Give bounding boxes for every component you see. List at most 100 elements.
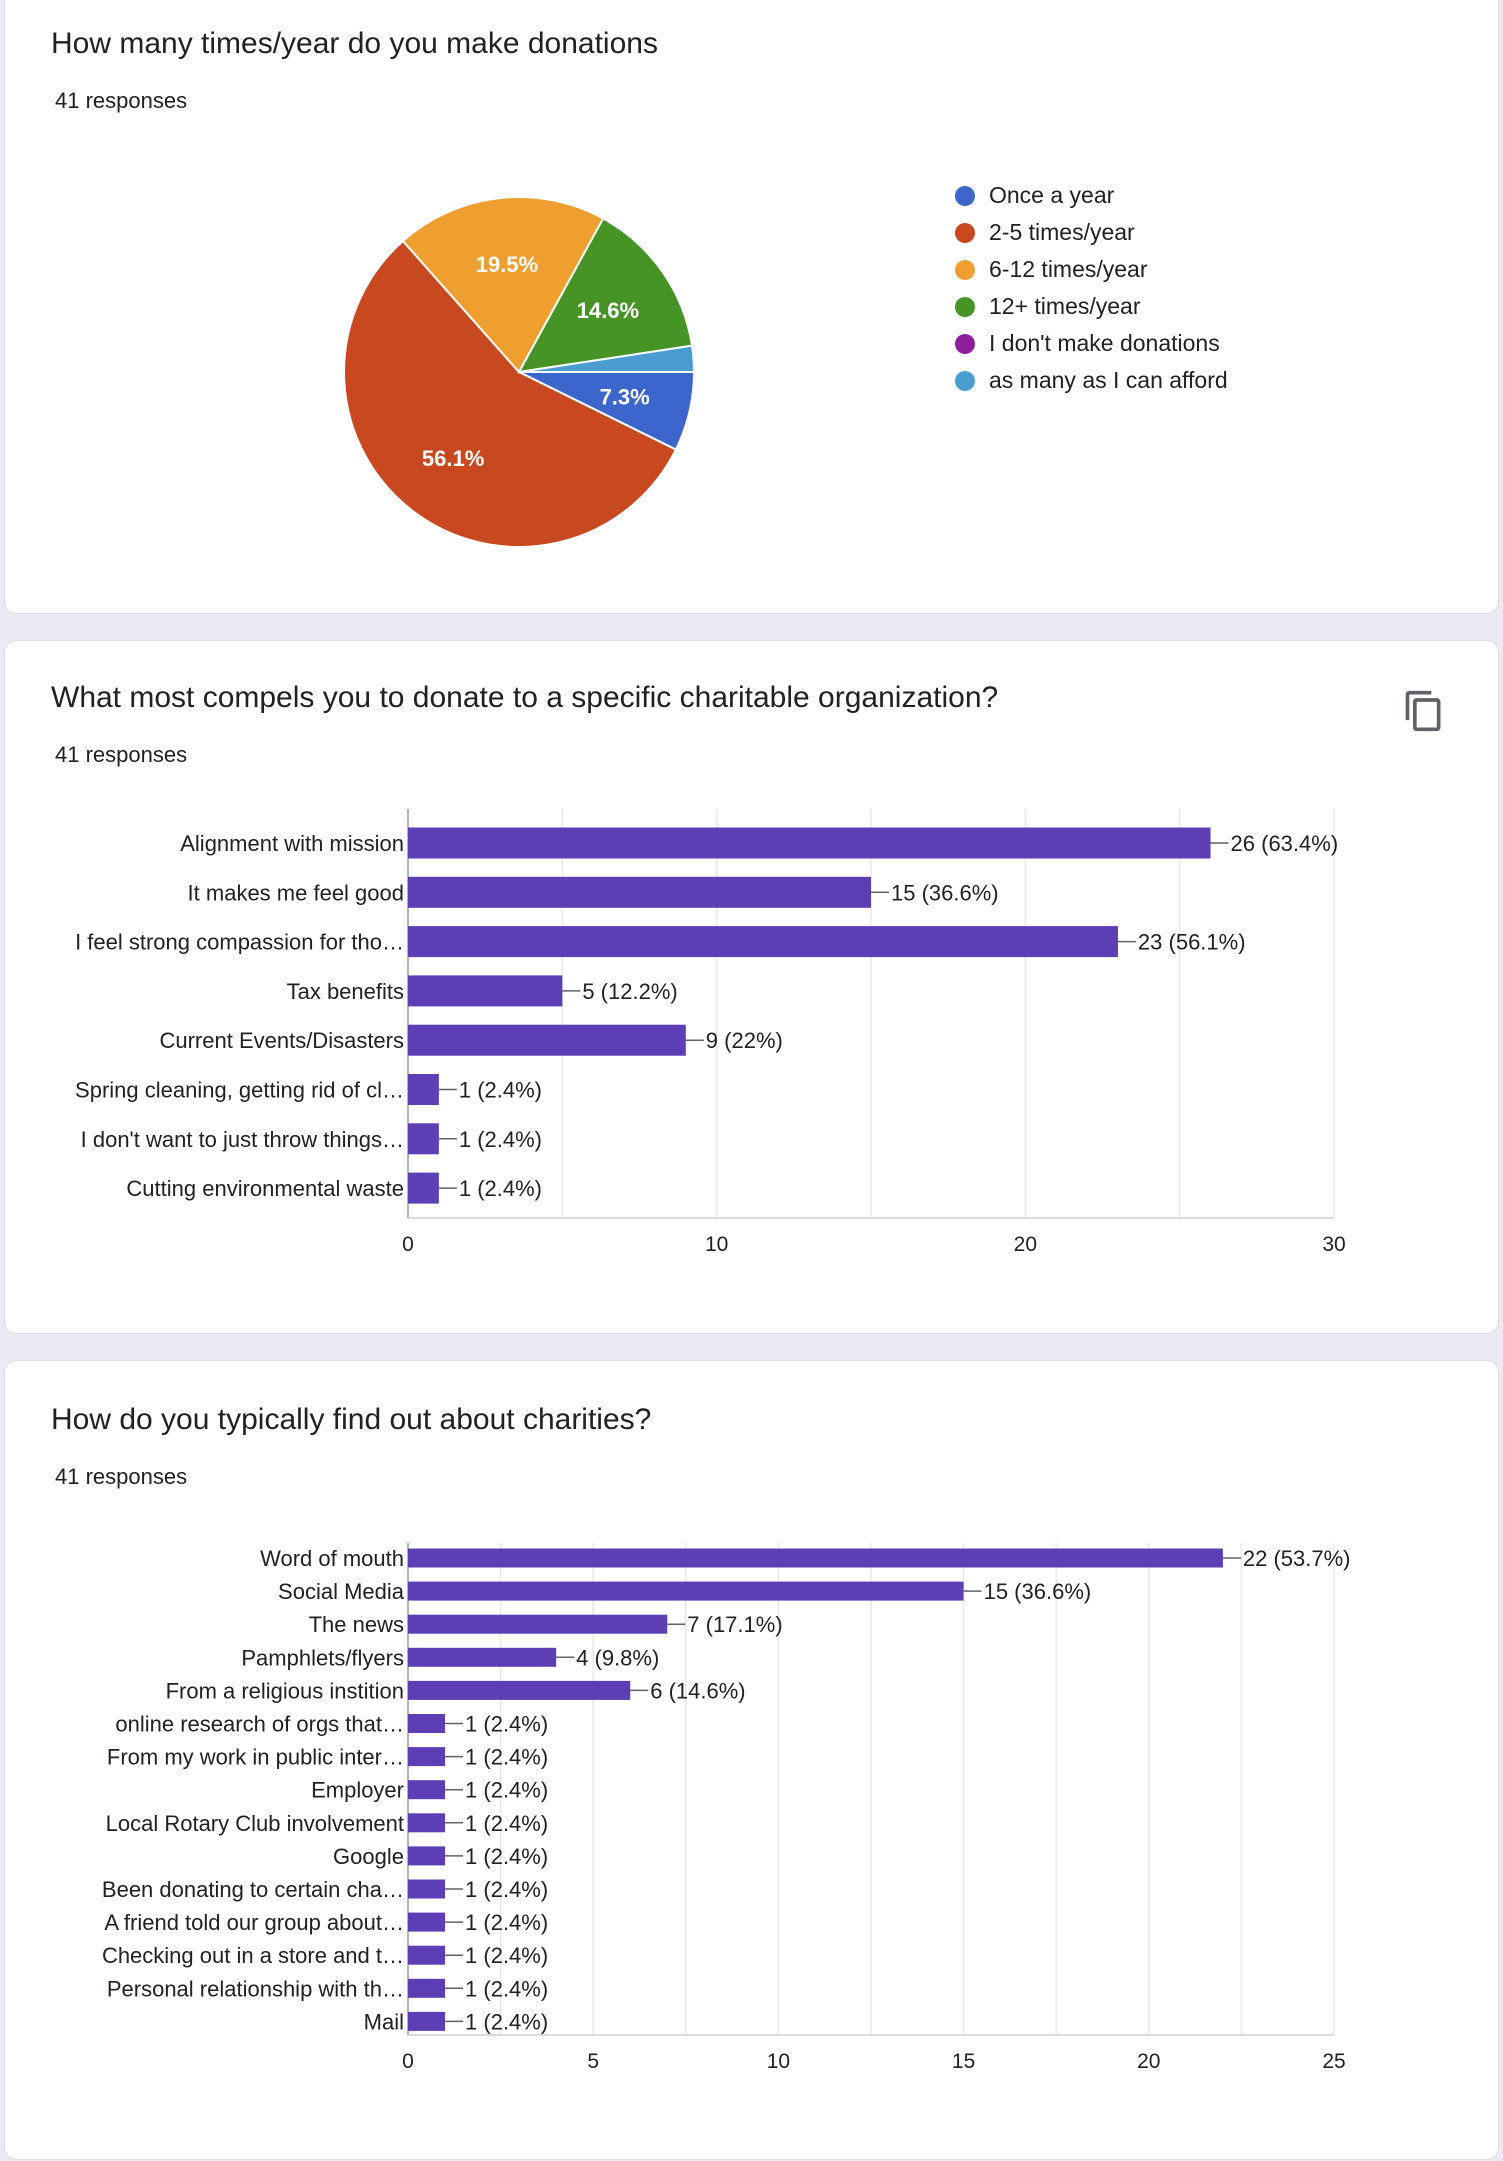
bar-data-label: 15 (36.6%): [891, 880, 999, 905]
legend-item-6-12-times-year[interactable]: 6-12 times/year: [955, 251, 1228, 288]
legend-color-swatch: [955, 222, 975, 243]
x-tick-label: 0: [402, 1233, 414, 1256]
bar-alignment-with-mission[interactable]: [408, 827, 1211, 859]
category-label: I don't want to just throw things…: [81, 1127, 404, 1152]
bar-chart-compels: 0 10 20 30 Alignment with mission 26 (63.4%) I…: [75, 809, 1346, 1256]
question-card-find-charities: How do you typically find out about char…: [4, 1360, 1499, 2160]
question-title: How do you typically find out about char…: [51, 1403, 652, 1436]
pie-data-label: 7.3%: [600, 385, 650, 410]
bar-data-label: 7 (17.1%): [687, 1612, 782, 1637]
legend-label: Once a year: [989, 182, 1115, 208]
bar-personal-relationship-with-th[interactable]: [408, 1978, 446, 1998]
bar-google[interactable]: [408, 1846, 446, 1866]
bar-data-label: 1 (2.4%): [465, 1877, 548, 1902]
bar-word-of-mouth[interactable]: [408, 1548, 1223, 1568]
category-label: Personal relationship with th…: [107, 1976, 404, 2001]
pie-slice-as-many-as-i-can-afford[interactable]: [518, 344, 696, 373]
legend-item-12-times-year[interactable]: 12+ times/year: [955, 288, 1228, 325]
legend-label: 2-5 times/year: [989, 219, 1135, 245]
bar-data-label: 1 (2.4%): [465, 1844, 548, 1869]
bar-the-news[interactable]: [408, 1614, 668, 1634]
bar-data-label: 1 (2.4%): [459, 1176, 542, 1201]
bar-checking-out-in-a-store-and-t[interactable]: [408, 1945, 446, 1965]
bar-data-label: 9 (22%): [706, 1028, 783, 1053]
legend-item-i-don-t-make-donations[interactable]: I don't make donations: [955, 325, 1228, 362]
bar-data-label: 1 (2.4%): [459, 1078, 542, 1103]
bar-from-my-work-in-public-inter[interactable]: [408, 1747, 446, 1767]
bar-data-label: 1 (2.4%): [465, 1811, 548, 1836]
bar-pamphlets-flyers[interactable]: [408, 1647, 557, 1667]
category-label: From a religious instition: [166, 1678, 404, 1703]
bar-online-research-of-orgs-that[interactable]: [408, 1714, 446, 1733]
copy-chart-icon[interactable]: [1402, 687, 1446, 735]
category-label: Pamphlets/flyers: [241, 1645, 404, 1670]
legend-color-swatch: [955, 296, 975, 317]
response-count: 41 responses: [55, 1464, 188, 1489]
legend-item-as-many-as-i-can-afford[interactable]: as many as I can afford: [955, 362, 1228, 399]
question-card-donation-frequency: How many times/year do you make donation…: [4, 0, 1499, 614]
legend-color-swatch: [955, 185, 975, 206]
category-label: The news: [309, 1612, 404, 1637]
x-tick-label: 20: [1137, 2050, 1160, 2073]
pie-data-label: 19.5%: [476, 252, 538, 277]
bar-local-rotary-club-involvement[interactable]: [408, 1813, 446, 1833]
bar-chart-find-charities: 0 5 10 15 20 25 Word of mouth 22 (53.7%) Social …: [102, 1543, 1351, 2073]
category-label: Social Media: [278, 1579, 405, 1604]
category-label: Google: [333, 1844, 404, 1869]
bar-a-friend-told-our-group-about[interactable]: [408, 1912, 446, 1932]
bar-data-label: 1 (2.4%): [465, 1712, 548, 1737]
bar-data-label: 23 (56.1%): [1138, 930, 1246, 955]
bar-spring-cleaning-getting-rid-of-cl[interactable]: [408, 1074, 439, 1105]
category-label: Tax benefits: [287, 979, 404, 1004]
bar-data-label: 1 (2.4%): [465, 1910, 548, 1935]
legend-item-once-a-year[interactable]: Once a year: [955, 177, 1228, 214]
bar-data-label: 1 (2.4%): [465, 1778, 548, 1803]
x-tick-label: 0: [402, 2050, 414, 2073]
bar-data-label: 5 (12.2%): [582, 979, 677, 1004]
pie-slice-2-5-times-year[interactable]: [343, 239, 678, 548]
category-label: Checking out in a store and t…: [102, 1943, 404, 1968]
category-label: I feel strong compassion for tho…: [75, 930, 404, 955]
response-count: 41 responses: [55, 88, 188, 113]
category-label: Been donating to certain cha…: [102, 1877, 404, 1902]
bar-data-label: 1 (2.4%): [465, 1943, 548, 1968]
category-label: Current Events/Disasters: [159, 1028, 404, 1053]
bar-social-media[interactable]: [408, 1581, 964, 1601]
legend-color-swatch: [955, 259, 975, 280]
bar-current-events-disasters[interactable]: [408, 1024, 686, 1056]
bar-data-label: 15 (36.6%): [984, 1579, 1092, 1604]
question-card-compels-donate: What most compels you to donate to a spe…: [4, 640, 1499, 1334]
category-label: Alignment with mission: [180, 831, 404, 856]
legend-label: 12+ times/year: [989, 293, 1141, 319]
x-tick-label: 30: [1322, 1233, 1345, 1256]
category-label: online research of orgs that…: [115, 1712, 404, 1737]
bar-it-makes-me-feel-good[interactable]: [408, 876, 871, 908]
category-label: A friend told our group about…: [104, 1910, 404, 1935]
bar-employer[interactable]: [408, 1780, 446, 1800]
bar-data-label: 1 (2.4%): [465, 1745, 548, 1770]
x-tick-label: 25: [1322, 2050, 1345, 2073]
category-label: From my work in public inter…: [107, 1745, 404, 1770]
bar-tax-benefits[interactable]: [408, 975, 563, 1007]
legend-color-swatch: [955, 333, 975, 354]
legend-label: as many as I can afford: [989, 367, 1228, 393]
legend-color-swatch: [955, 370, 975, 391]
pie-slice-12-times-year[interactable]: [517, 217, 694, 374]
legend-item-2-5-times-year[interactable]: 2-5 times/year: [955, 214, 1228, 251]
category-label: Employer: [311, 1778, 404, 1803]
bar-data-label: 4 (9.8%): [576, 1645, 659, 1670]
bar-i-don-t-want-to-just-throw-things[interactable]: [408, 1123, 439, 1155]
category-label: Word of mouth: [260, 1546, 404, 1571]
x-tick-label: 10: [767, 2050, 790, 2073]
category-label: Local Rotary Club involvement: [106, 1811, 404, 1836]
bar-cutting-environmental-waste[interactable]: [408, 1172, 439, 1204]
bar-been-donating-to-certain-cha[interactable]: [408, 1879, 446, 1899]
bar-i-feel-strong-compassion-for-tho[interactable]: [408, 926, 1118, 958]
bar-data-label: 22 (53.7%): [1243, 1546, 1351, 1571]
question-title: How many times/year do you make donation…: [51, 27, 658, 60]
pie-slice-6-12-times-year[interactable]: [401, 196, 605, 374]
x-tick-label: 15: [952, 2050, 975, 2073]
pie-chart: 7.3% 56.1% 19.5% 14.6%: [343, 196, 696, 548]
bar-from-a-religious-instition[interactable]: [408, 1680, 631, 1700]
bar-mail[interactable]: [408, 2011, 446, 2031]
